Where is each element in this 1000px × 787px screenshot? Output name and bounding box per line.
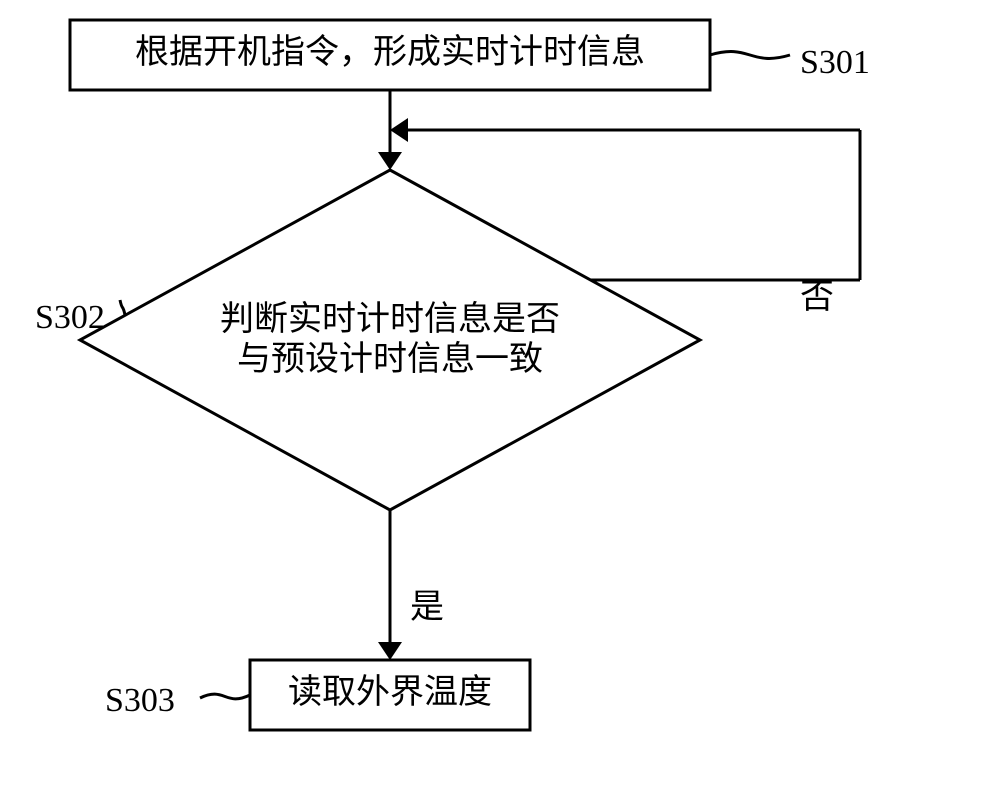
decision-s302-text-2: 与预设计时信息一致 [237,340,543,378]
decision-s302-text-1: 判断实时计时信息是否 [220,300,560,338]
step-s303-text: 读取外界温度 [288,673,492,711]
step-s303-label: S303 [105,682,175,719]
step-s301-label: S301 [800,44,870,81]
edge-no-label: 否 [800,279,834,316]
edge-yes-label: 是 [410,589,444,626]
decision-s302-label: S302 [35,299,105,336]
step-s301-text: 根据开机指令，形成实时计时信息 [135,33,645,71]
